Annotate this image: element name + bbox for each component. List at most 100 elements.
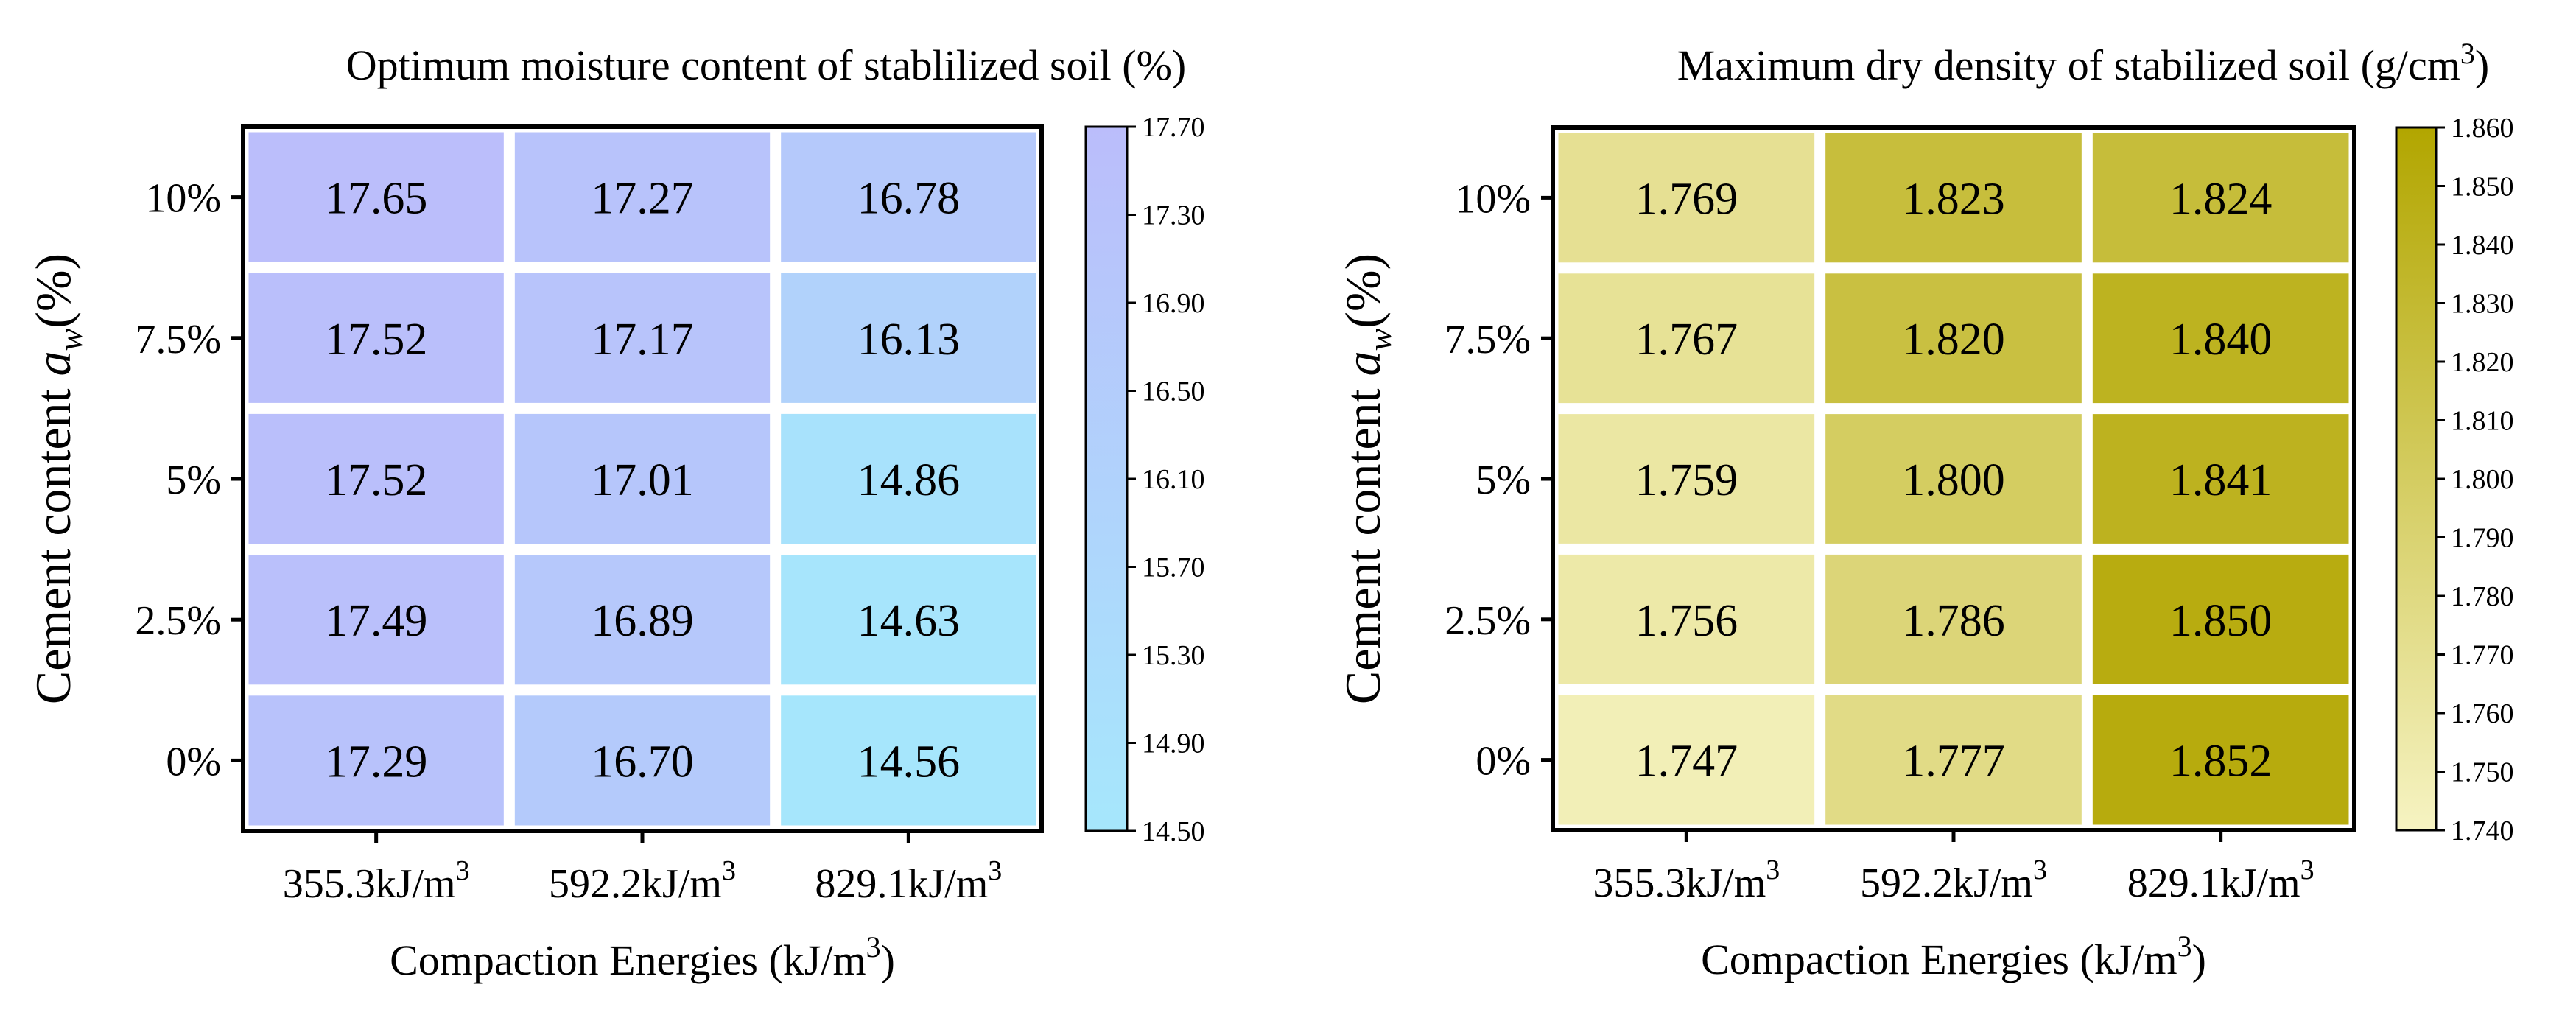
cell-value-label: 16.89 [591,596,694,646]
cell-value-label: 1.841 [2169,455,2273,505]
heatmap-cell [781,413,1036,544]
heatmap-cell [1558,273,1815,404]
heatmap-cell [2092,554,2349,684]
y-tick-label: 0% [1475,739,1531,785]
colorbar-tick-label: 14.50 [1142,816,1205,847]
cell-value-label: 1.777 [1902,737,2005,787]
heatmap-cell [514,695,771,826]
heatmap-cell [514,555,771,685]
heatmap-cell [514,273,771,403]
y-tick-label: 7.5% [135,317,221,362]
y-tick-label: 10% [1455,176,1531,222]
colorbar-tick-label: 16.10 [1142,464,1205,495]
x-tick-label: 829.1kJ/m3 [2127,855,2314,906]
heatmap-cell [1825,273,2082,404]
colorbar-tick-label: 1.760 [2451,698,2514,729]
x-axis-label: Compaction Energies (kJ/m3) [390,930,895,984]
heatmap-cell [2092,695,2349,825]
heatmap-cell [248,555,504,685]
title-superscript: 3 [2460,37,2475,70]
heatmap-cell [1825,414,2082,544]
colorbar [1084,125,1129,832]
colorbar-tick-label: 17.30 [1142,200,1205,231]
heatmap-cell [1558,133,1815,263]
chart-title: Optimum moisture content of stablilized … [346,41,1186,89]
cell-value-label: 16.70 [591,737,694,787]
cell-value-label: 16.13 [857,315,961,365]
cell-value-label: 17.29 [325,737,428,787]
colorbar-tick-label: 15.30 [1142,640,1205,671]
colorbar-tick-label: 1.830 [2451,289,2514,320]
y-tick-label: 2.5% [135,598,221,644]
chart-title: Maximum dry density of stabilized soil (… [1677,37,2490,89]
heatmap-panel-1: Optimum moisture content of stablilized … [25,41,1205,984]
cell-value-label: 17.52 [325,315,428,365]
y-tick-label: 7.5% [1445,317,1531,362]
heatmap-cell [781,132,1036,262]
cell-value-label: 17.52 [325,455,428,505]
y-tick-label: 5% [166,457,221,503]
cell-value-label: 1.769 [1635,174,1738,224]
colorbar-tick-label: 1.740 [2451,815,2514,846]
x-axis-label: Compaction Energies (kJ/m3) [1701,930,2206,983]
heatmap-cell [514,413,771,544]
colorbar-tick-label: 1.820 [2451,347,2514,378]
cell-value-label: 1.823 [1902,174,2005,224]
colorbar-tick-label: 1.750 [2451,757,2514,788]
cell-value-label: 17.65 [325,174,428,224]
cell-value-label: 1.759 [1635,455,1738,505]
cell-value-label: 1.747 [1635,737,1738,787]
colorbar-tick-label: 1.850 [2451,172,2514,203]
cell-value-label: 17.49 [325,596,428,646]
heatmap-cell [781,555,1036,685]
heatmap-cell [1825,133,2082,263]
cell-value-label: 1.852 [2169,737,2273,787]
heatmap-panel-2: Maximum dry density of stabilized soil (… [1335,37,2514,983]
heatmap-cell [781,273,1036,403]
x-tick-label: 592.2kJ/m3 [549,855,736,907]
colorbar-tick-label: 1.780 [2451,581,2514,612]
heatmap-cell [1825,695,2082,825]
colorbar-tick-label: 17.70 [1142,112,1205,143]
cell-value-label: 17.17 [591,315,694,365]
x-tick-label: 829.1kJ/m3 [815,855,1002,907]
colorbar-tick-label: 16.90 [1142,288,1205,319]
heatmap-cell [2092,133,2349,263]
heatmap-cell [1558,414,1815,544]
heatmap-cell [2092,414,2349,544]
cell-value-label: 14.56 [857,737,961,787]
cell-value-label: 1.840 [2169,315,2273,365]
y-axis-label: Cement content aw(%) [1335,253,1399,704]
cell-value-label: 17.01 [591,455,694,505]
y-tick-label: 0% [166,739,221,785]
y-tick-label: 2.5% [1445,598,1531,644]
cell-value-label: 1.786 [1902,596,2005,646]
heatmap-cell [781,695,1036,826]
colorbar-tick-label: 1.860 [2451,113,2514,144]
cell-value-label: 1.824 [2169,174,2273,224]
cell-value-label: 1.820 [1902,315,2005,365]
cell-value-label: 1.800 [1902,455,2005,505]
heatmap-cell [1558,554,1815,684]
cell-value-label: 17.27 [591,174,694,224]
colorbar-tick-label: 1.790 [2451,523,2514,554]
colorbar-tick-label: 1.810 [2451,406,2514,437]
colorbar-tick-label: 1.840 [2451,230,2514,261]
colorbar [2395,126,2438,832]
heatmap-cell [248,413,504,544]
y-tick-label: 10% [145,176,221,222]
x-tick-label: 355.3kJ/m3 [1593,855,1780,906]
x-tick-label: 355.3kJ/m3 [283,855,470,907]
heatmap-cell [2092,273,2349,404]
cell-value-label: 1.767 [1635,315,1738,365]
heatmap-cell [248,132,504,262]
colorbar-tick-label: 1.770 [2451,640,2514,671]
cell-value-label: 14.63 [857,596,961,646]
cell-value-label: 14.86 [857,455,961,505]
cell-value-label: 16.78 [857,174,961,224]
colorbar-tick-label: 16.50 [1142,376,1205,407]
heatmap-cell [248,695,504,826]
colorbar-tick-label: 1.800 [2451,464,2514,495]
heatmap-cell [514,132,771,262]
